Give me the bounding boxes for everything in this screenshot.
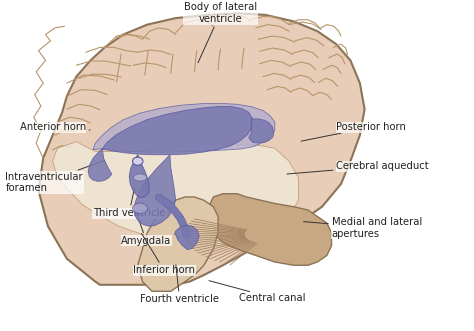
Text: Central canal: Central canal [209,281,306,303]
Text: Body of lateral
ventricle: Body of lateral ventricle [184,2,257,63]
Polygon shape [129,155,150,198]
Polygon shape [209,194,331,265]
Ellipse shape [133,157,143,165]
Polygon shape [134,155,175,226]
Text: Cerebral aqueduct: Cerebral aqueduct [287,161,429,174]
Text: Medial and lateral
apertures: Medial and lateral apertures [303,217,422,239]
Polygon shape [53,142,299,246]
Polygon shape [138,197,218,291]
Polygon shape [174,225,199,250]
Polygon shape [38,13,365,285]
Polygon shape [93,103,275,152]
Polygon shape [88,149,112,181]
Text: Fourth ventricle: Fourth ventricle [140,265,219,305]
Polygon shape [102,107,253,155]
Text: Amygdala: Amygdala [121,213,172,246]
Text: Intraventricular
foramen: Intraventricular foramen [5,161,104,193]
Text: Posterior horn: Posterior horn [301,122,406,141]
Text: Anterior horn: Anterior horn [19,122,90,132]
Polygon shape [249,119,274,143]
Ellipse shape [134,174,147,181]
Text: Inferior horn: Inferior horn [133,233,195,275]
Ellipse shape [133,203,148,213]
Text: Third ventricle: Third ventricle [93,187,165,218]
